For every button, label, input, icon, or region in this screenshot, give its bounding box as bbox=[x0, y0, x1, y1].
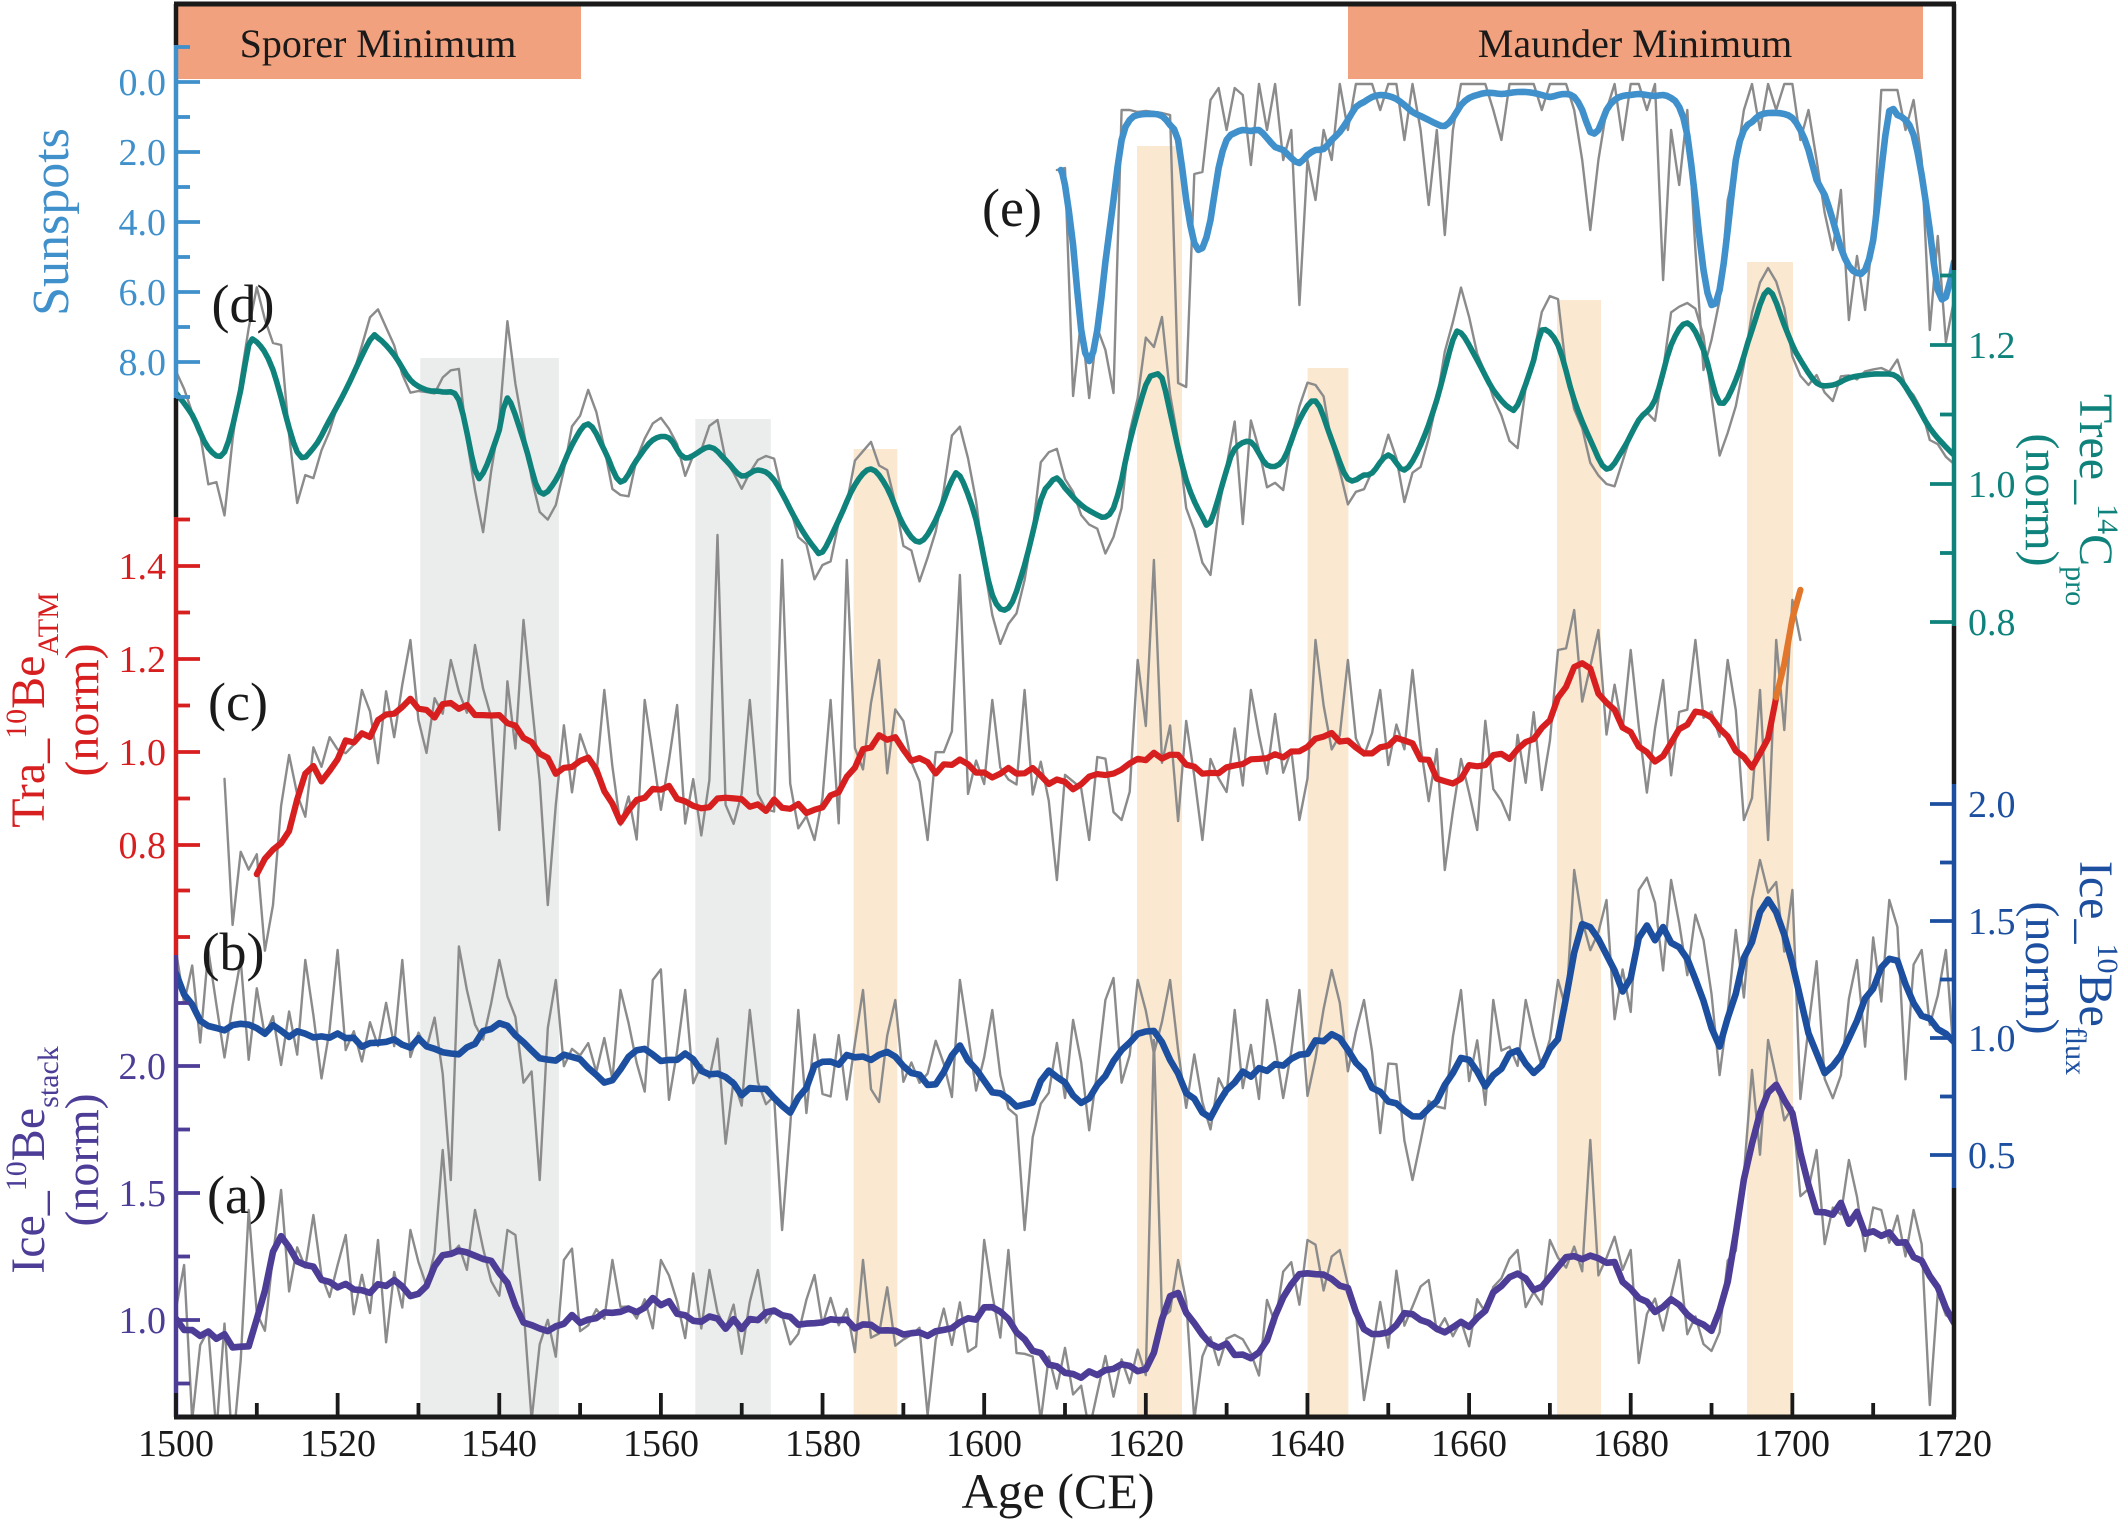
svg-text:(a): (a) bbox=[207, 1165, 267, 1225]
svg-text:1580: 1580 bbox=[785, 1423, 861, 1465]
svg-text:1.0: 1.0 bbox=[119, 732, 167, 774]
svg-text:1620: 1620 bbox=[1108, 1423, 1184, 1465]
svg-text:0.5: 0.5 bbox=[1968, 1135, 2016, 1177]
svg-text:1700: 1700 bbox=[1754, 1423, 1830, 1465]
svg-text:(d): (d) bbox=[212, 274, 275, 334]
svg-text:Tra_10BeATM: Tra_10BeATM bbox=[0, 592, 65, 828]
svg-text:1.5: 1.5 bbox=[119, 1173, 167, 1215]
svg-text:1680: 1680 bbox=[1593, 1423, 1669, 1465]
svg-text:1540: 1540 bbox=[461, 1423, 537, 1465]
svg-text:1720: 1720 bbox=[1916, 1423, 1992, 1465]
svg-text:1600: 1600 bbox=[946, 1423, 1022, 1465]
svg-text:Age (CE): Age (CE) bbox=[962, 1463, 1155, 1519]
svg-text:0.8: 0.8 bbox=[1968, 602, 2016, 644]
svg-text:(norm): (norm) bbox=[2015, 901, 2068, 1034]
svg-text:(b): (b) bbox=[202, 922, 265, 982]
svg-text:2.0: 2.0 bbox=[1968, 784, 2016, 826]
svg-text:1.0: 1.0 bbox=[1968, 1018, 2016, 1060]
svg-text:(norm): (norm) bbox=[56, 643, 109, 776]
svg-text:1.2: 1.2 bbox=[1968, 325, 2016, 367]
svg-text:1520: 1520 bbox=[300, 1423, 376, 1465]
svg-text:(norm): (norm) bbox=[2015, 433, 2068, 566]
svg-text:1660: 1660 bbox=[1431, 1423, 1507, 1465]
svg-text:1.4: 1.4 bbox=[119, 546, 167, 588]
svg-text:1560: 1560 bbox=[623, 1423, 699, 1465]
svg-text:1640: 1640 bbox=[1269, 1423, 1345, 1465]
svg-text:0.8: 0.8 bbox=[119, 825, 167, 867]
svg-text:0.0: 0.0 bbox=[119, 62, 167, 104]
svg-text:(norm): (norm) bbox=[56, 1093, 109, 1226]
svg-text:8.0: 8.0 bbox=[119, 342, 167, 384]
svg-text:2.0: 2.0 bbox=[119, 1046, 167, 1088]
svg-text:Sunspots: Sunspots bbox=[23, 128, 80, 316]
svg-text:1.0: 1.0 bbox=[119, 1300, 167, 1342]
svg-text:4.0: 4.0 bbox=[119, 202, 167, 244]
svg-text:1500: 1500 bbox=[138, 1423, 214, 1465]
svg-text:1.2: 1.2 bbox=[119, 639, 167, 681]
svg-text:Maunder Minimum: Maunder Minimum bbox=[1478, 21, 1792, 66]
svg-text:2.0: 2.0 bbox=[119, 132, 167, 174]
svg-text:Tree_14Cpro: Tree_14Cpro bbox=[2059, 394, 2124, 606]
svg-text:(e): (e) bbox=[982, 178, 1042, 238]
svg-text:1.0: 1.0 bbox=[1968, 464, 2016, 506]
svg-text:(c): (c) bbox=[208, 672, 268, 732]
svg-text:6.0: 6.0 bbox=[119, 272, 167, 314]
svg-text:Sporer Minimum: Sporer Minimum bbox=[240, 21, 517, 66]
svg-text:1.5: 1.5 bbox=[1968, 901, 2016, 943]
